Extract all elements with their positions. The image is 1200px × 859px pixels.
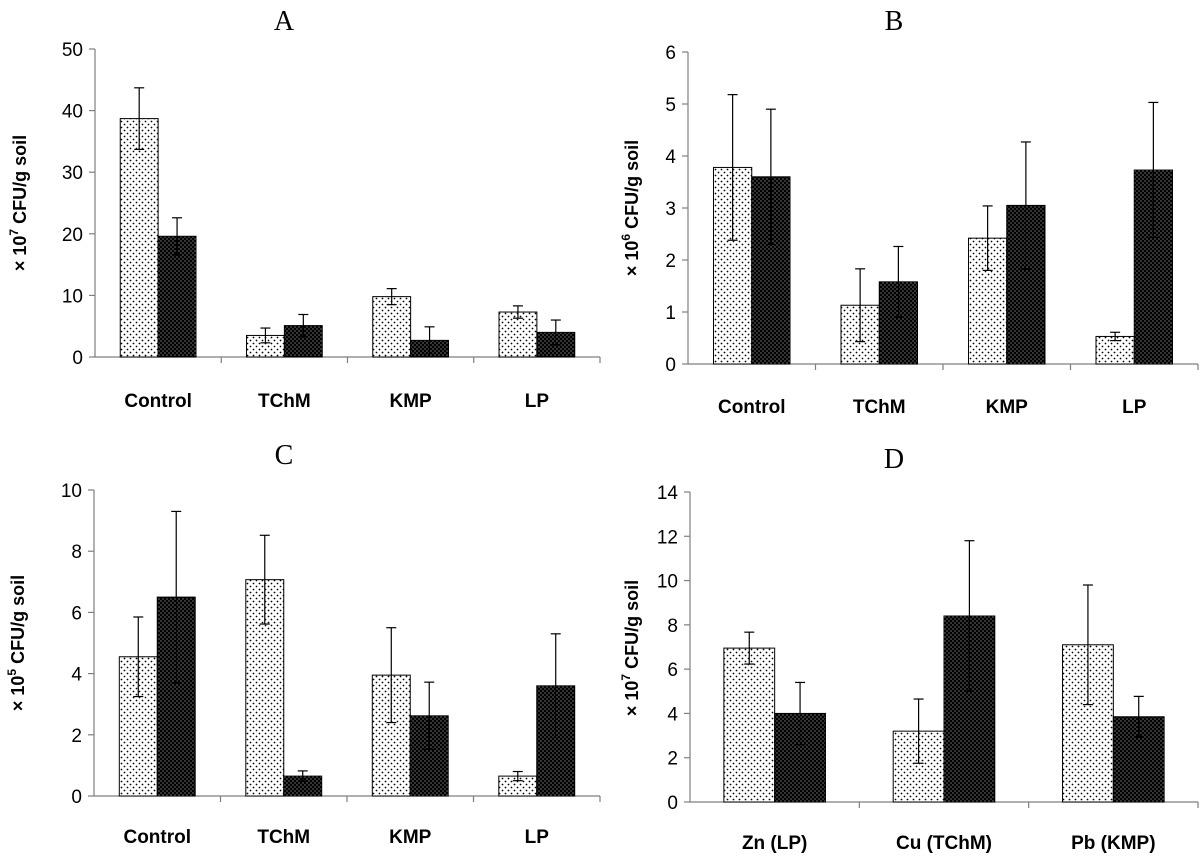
panel-b-y-tick-label: 3	[665, 199, 676, 220]
panel-d-y-tick-label: 14	[657, 483, 679, 504]
panel-a-ylabel: × 107 CFU/g soil	[7, 135, 30, 271]
panel-b-plot: 0 1 2 3 4 5 6 Control TChM KMP LP	[665, 43, 1199, 418]
panel-c-category-label: TChM	[257, 827, 310, 848]
panel-d-plot: 0 2 4 6 8 10 12 14 Zn (LP) Cu (TChM) Pb (KMP)	[657, 483, 1199, 854]
panel-c-ylabel: × 105 CFU/g soil	[5, 575, 28, 711]
panel-b-title: B	[885, 6, 904, 37]
panel-c-y-tick-label: 10	[61, 481, 82, 502]
panel-b-y-tick-label: 5	[665, 95, 676, 116]
panel-c: C × 105 CFU/g soil 0 2 4 6 8 10 Control TChM KMP…	[5, 440, 601, 848]
panel-b-category-label: Control	[718, 397, 786, 418]
panel-b-category-label: KMP	[986, 397, 1029, 418]
panel-b-ylabel: × 106 CFU/g soil	[619, 140, 642, 276]
panel-c-ylabel-prefix: × 10	[8, 676, 28, 712]
panel-b-y-tick-label: 6	[665, 43, 676, 64]
panel-d-title: D	[884, 444, 904, 475]
panel-a-plot: 0 10 20 30 40 50 Control TChM KMP LP	[62, 40, 601, 412]
panel-d-y-tick-label: 0	[667, 793, 678, 814]
panel-d-ylabel: × 107 CFU/g soil	[619, 580, 642, 716]
panel-c-y-tick-label: 0	[71, 787, 82, 808]
panel-b-y-tick-label: 4	[665, 147, 676, 168]
panel-d-y-tick-label: 10	[657, 572, 678, 593]
panel-b-category-label: TChM	[853, 397, 906, 418]
panel-c-y-tick-label: 6	[71, 603, 82, 624]
panel-a-bar-dark	[157, 235, 197, 358]
panel-c-ylabel-suffix: CFU/g soil	[8, 575, 28, 669]
panel-a-category-label: LP	[525, 391, 550, 412]
panel-d-bar-dotted	[723, 647, 776, 803]
panel-c-category-label: LP	[525, 827, 550, 848]
panel-b-ylabel-exp: 6	[619, 234, 633, 241]
panel-d-category-label: Pb (KMP)	[1071, 833, 1155, 854]
panel-b-ylabel-suffix: CFU/g soil	[622, 140, 642, 234]
panel-d-ylabel-prefix: × 10	[622, 681, 642, 717]
panel-a-ylabel-suffix: CFU/g soil	[10, 135, 30, 229]
panel-c-y-tick-label: 4	[71, 665, 82, 686]
panel-c-y-tick-label: 8	[71, 542, 82, 563]
panel-a-ylabel-prefix: × 10	[10, 236, 30, 272]
panel-a-category-label: Control	[124, 391, 192, 412]
panel-d-ylabel-exp: 7	[619, 674, 633, 681]
panel-d-y-tick-label: 4	[667, 704, 678, 725]
panel-b-y-tick-label: 1	[665, 303, 676, 324]
panel-d-y-tick-label: 8	[667, 616, 678, 637]
panel-a-bar-dotted	[498, 311, 538, 358]
panel-a-y-tick-label: 40	[62, 102, 83, 123]
panel-c-y-tick-label: 2	[71, 726, 82, 747]
panel-a-y-tick-label: 50	[62, 40, 83, 61]
panel-d-y-tick-label: 2	[667, 749, 678, 770]
panel-a-ylabel-exp: 7	[7, 229, 21, 236]
panel-b-ylabel-prefix: × 10	[622, 241, 642, 277]
panel-c-category-label: KMP	[389, 827, 432, 848]
panel-a-y-tick-label: 0	[72, 348, 83, 369]
panel-a-bar-dotted	[372, 296, 412, 358]
panel-a-y-tick-label: 30	[62, 163, 83, 184]
panel-b-category-label: LP	[1122, 397, 1147, 418]
panel-a-y-tick-label: 10	[62, 286, 83, 307]
panel-d-y-tick-label: 12	[657, 527, 678, 548]
panel-a-bar-dotted	[119, 118, 159, 358]
panel-a-category-label: TChM	[258, 391, 311, 412]
panel-d-category-label: Zn (LP)	[742, 833, 807, 854]
panel-c-category-label: Control	[123, 827, 191, 848]
panel-b-y-tick-label: 2	[665, 251, 676, 272]
panel-c-plot: 0 2 4 6 8 10 Control TChM KMP LP	[61, 481, 601, 848]
panel-a-category-label: KMP	[390, 391, 433, 412]
panel-a-y-tick-label: 20	[62, 225, 83, 246]
panel-a-title: A	[274, 6, 295, 37]
panel-d-y-tick-label: 6	[667, 660, 678, 681]
panel-d: D × 107 CFU/g soil 0 2 4 6 8 10 12 14 Zn (LP) Cu …	[619, 444, 1199, 854]
panel-a: A × 107 CFU/g soil 0 10 20 30 40 50 Control TCh…	[7, 6, 601, 412]
panel-c-title: C	[275, 440, 294, 471]
panel-d-category-label: Cu (TChM)	[896, 833, 992, 854]
panel-c-ylabel-exp: 5	[5, 669, 19, 676]
panel-d-ylabel-suffix: CFU/g soil	[622, 580, 642, 674]
panel-b-y-tick-label: 0	[665, 355, 676, 376]
